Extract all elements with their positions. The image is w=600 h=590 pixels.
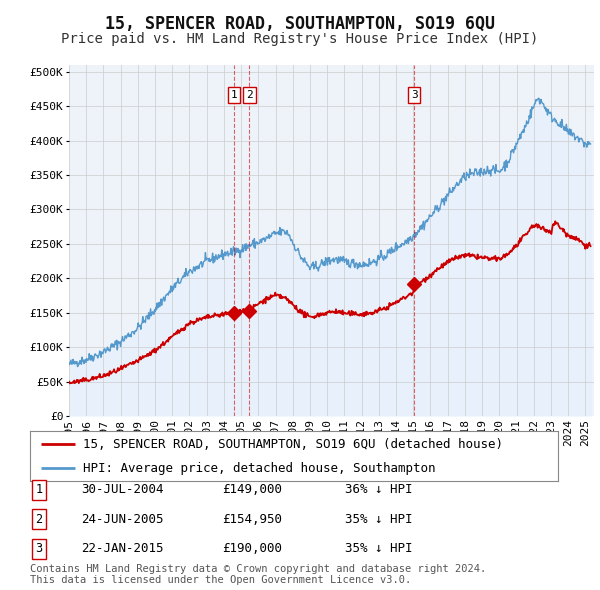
Text: 15, SPENCER ROAD, SOUTHAMPTON, SO19 6QU: 15, SPENCER ROAD, SOUTHAMPTON, SO19 6QU	[105, 15, 495, 33]
Text: HPI: Average price, detached house, Southampton: HPI: Average price, detached house, Sout…	[83, 462, 436, 475]
Text: Contains HM Land Registry data © Crown copyright and database right 2024.
This d: Contains HM Land Registry data © Crown c…	[30, 563, 486, 585]
Text: Price paid vs. HM Land Registry's House Price Index (HPI): Price paid vs. HM Land Registry's House …	[61, 32, 539, 47]
Text: 22-JAN-2015: 22-JAN-2015	[81, 542, 163, 555]
Text: 24-JUN-2005: 24-JUN-2005	[81, 513, 163, 526]
Text: 35% ↓ HPI: 35% ↓ HPI	[345, 513, 413, 526]
Text: 15, SPENCER ROAD, SOUTHAMPTON, SO19 6QU (detached house): 15, SPENCER ROAD, SOUTHAMPTON, SO19 6QU …	[83, 438, 503, 451]
Text: 35% ↓ HPI: 35% ↓ HPI	[345, 542, 413, 555]
Text: 1: 1	[35, 483, 43, 496]
Text: £190,000: £190,000	[222, 542, 282, 555]
Text: 30-JUL-2004: 30-JUL-2004	[81, 483, 163, 496]
Text: 3: 3	[411, 90, 418, 100]
Text: 36% ↓ HPI: 36% ↓ HPI	[345, 483, 413, 496]
Text: 3: 3	[35, 542, 43, 555]
Text: 1: 1	[230, 90, 237, 100]
Text: 2: 2	[246, 90, 253, 100]
Text: 2: 2	[35, 513, 43, 526]
Text: £149,000: £149,000	[222, 483, 282, 496]
Text: £154,950: £154,950	[222, 513, 282, 526]
